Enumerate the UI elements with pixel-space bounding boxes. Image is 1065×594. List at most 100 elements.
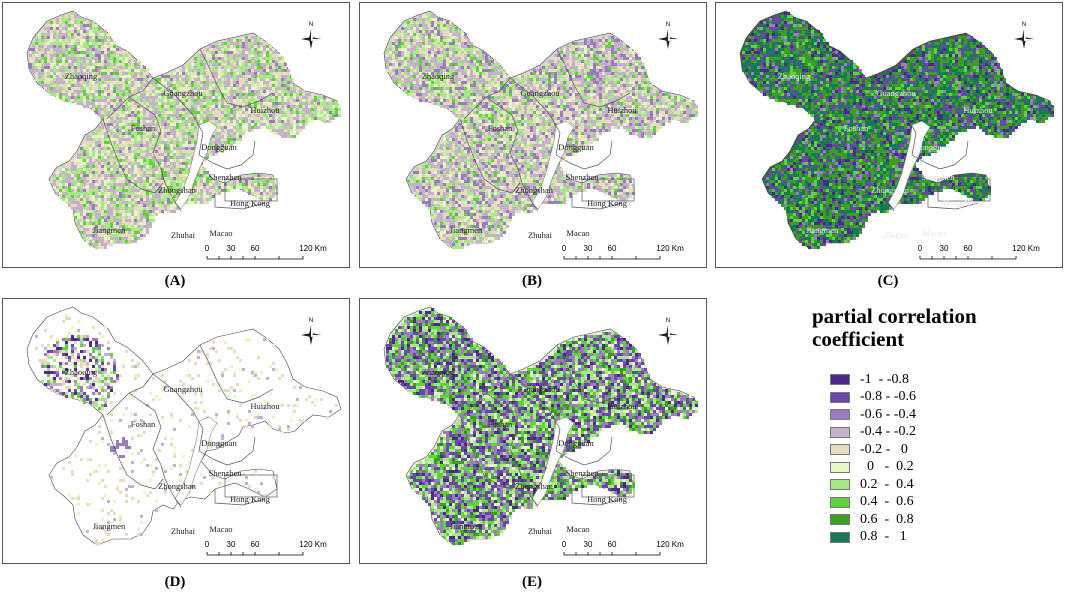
raster-cell [128, 87, 131, 90]
raster-cell [119, 150, 122, 153]
raster-cell [440, 63, 443, 66]
raster-cell [155, 177, 158, 180]
raster-cell [35, 57, 38, 60]
raster-cell [218, 108, 221, 111]
raster-cell [98, 36, 101, 39]
raster-cell [122, 228, 125, 231]
raster-cell [185, 108, 188, 111]
raster-cell [389, 54, 392, 57]
raster-cell [407, 42, 410, 45]
raster-cell [446, 54, 449, 57]
raster-cell [65, 87, 68, 90]
raster-cell [77, 153, 80, 156]
raster-cell [245, 63, 248, 66]
raster-cell [329, 117, 332, 120]
raster-cell [242, 132, 245, 135]
raster-cell [614, 60, 617, 63]
raster-cell [101, 201, 104, 204]
raster-cell [134, 171, 137, 174]
raster-cell [170, 135, 173, 138]
raster-cell [116, 225, 119, 228]
raster-cell [266, 123, 269, 126]
raster-cell [191, 75, 194, 78]
raster-cell [182, 84, 185, 87]
raster-cell [95, 144, 98, 147]
raster-cell [158, 147, 161, 150]
raster-cell [479, 69, 482, 72]
raster-cell [272, 72, 275, 75]
raster-cell [161, 180, 164, 183]
raster-cell [104, 84, 107, 87]
raster-cell [83, 57, 86, 60]
raster-cell [404, 57, 407, 60]
raster-cell [305, 99, 308, 102]
raster-cell [188, 135, 191, 138]
raster-cell [245, 99, 248, 102]
raster-cell [71, 168, 74, 171]
raster-cell [125, 213, 128, 216]
raster-cell [404, 54, 407, 57]
raster-cell [272, 183, 275, 186]
raster-cell [272, 111, 275, 114]
raster-cell [149, 156, 152, 159]
raster-cell [422, 69, 425, 72]
raster-cell [191, 69, 194, 72]
raster-cell [434, 15, 437, 18]
raster-cell [413, 33, 416, 36]
raster-cell [89, 183, 92, 186]
raster-cell [245, 36, 248, 39]
raster-cell [89, 159, 92, 162]
raster-cell [71, 36, 74, 39]
raster-cell [95, 81, 98, 84]
raster-cell [125, 171, 128, 174]
raster-cell [86, 57, 89, 60]
raster-cell [119, 66, 122, 69]
raster-cell [581, 45, 584, 48]
raster-cell [290, 90, 293, 93]
raster-cell [389, 48, 392, 51]
raster-cell [107, 111, 110, 114]
raster-cell [122, 63, 125, 66]
raster-cell [209, 87, 212, 90]
raster-cell [593, 69, 596, 72]
raster-cell [152, 198, 155, 201]
raster-cell [257, 117, 260, 120]
raster-cell [314, 108, 317, 111]
raster-cell [113, 147, 116, 150]
raster-cell [482, 66, 485, 69]
raster-cell [491, 69, 494, 72]
raster-cell [584, 51, 587, 54]
raster-cell [275, 66, 278, 69]
raster-cell [641, 63, 644, 66]
raster-cell [278, 102, 281, 105]
raster-cell [62, 33, 65, 36]
raster-cell [116, 66, 119, 69]
raster-cell [155, 129, 158, 132]
raster-cell [77, 171, 80, 174]
raster-cell [77, 84, 80, 87]
raster-cell [257, 180, 260, 183]
raster-cell [590, 45, 593, 48]
raster-cell [59, 195, 62, 198]
raster-cell [98, 30, 101, 33]
raster-cell [131, 189, 134, 192]
raster-cell [218, 45, 221, 48]
raster-cell [203, 102, 206, 105]
raster-cell [623, 51, 626, 54]
raster-cell [107, 120, 110, 123]
raster-cell [245, 66, 248, 69]
raster-cell [599, 57, 602, 60]
raster-cell [104, 102, 107, 105]
raster-cell [443, 21, 446, 24]
raster-cell [416, 72, 419, 75]
raster-cell [596, 66, 599, 69]
raster-cell [62, 51, 65, 54]
raster-cell [236, 135, 239, 138]
raster-cell [53, 78, 56, 81]
raster-cell [158, 123, 161, 126]
raster-cell [83, 177, 86, 180]
raster-cell [260, 114, 263, 117]
raster-cell [257, 75, 260, 78]
raster-cell [557, 54, 560, 57]
raster-cell [437, 24, 440, 27]
